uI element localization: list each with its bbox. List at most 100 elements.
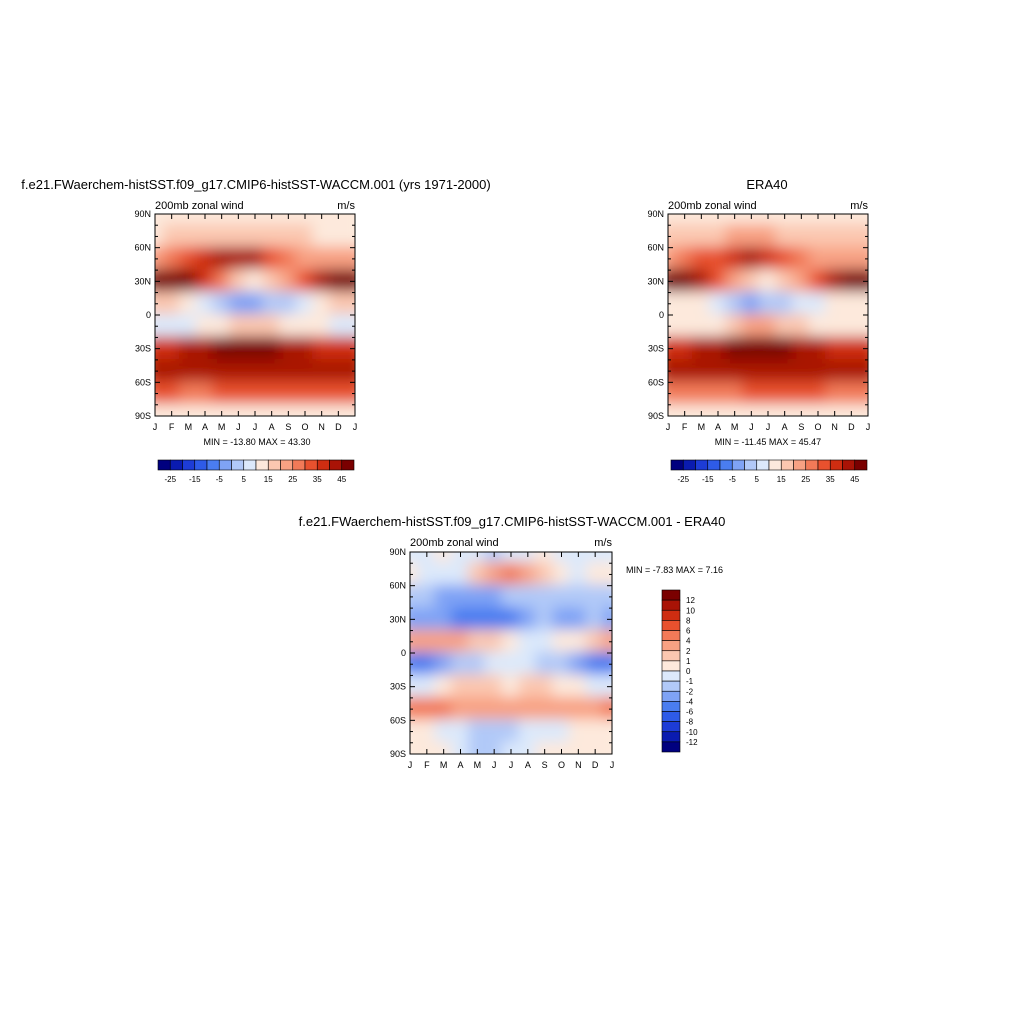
contour-cell [312, 314, 331, 339]
contour-cell [410, 552, 420, 565]
contour-cell [295, 291, 315, 316]
contour-cell [195, 224, 215, 249]
contour-cell [825, 314, 844, 339]
contour-cell [708, 381, 728, 406]
contour-cell [279, 403, 298, 416]
contour-cell [552, 584, 571, 610]
contour-cell [467, 674, 487, 699]
contour-cell [858, 224, 868, 249]
panel-model: f.e21.FWaerchem-histSST.f09_g17.CMIP6-hi… [21, 177, 490, 484]
y-tick-label: 90N [647, 209, 664, 219]
contour-cell [675, 358, 694, 384]
contour-cell [245, 224, 265, 249]
colorbar-swatch [661, 741, 681, 753]
contour-cell [775, 314, 794, 339]
contour-cell [195, 381, 215, 406]
contour-cell [742, 214, 761, 227]
panel-model-stats: MIN = -13.80 MAX = 43.30 [203, 437, 310, 447]
contour-cell [808, 358, 828, 384]
contour-cell [692, 381, 711, 406]
colorbar-swatch [829, 459, 843, 471]
contour-cell [535, 629, 555, 654]
contour-cell [708, 224, 728, 249]
contour-cell [195, 214, 215, 227]
colorbar-label: -8 [686, 718, 694, 727]
contour-cell [162, 269, 181, 294]
contour-cell [245, 314, 265, 339]
contour-cell [329, 246, 348, 272]
contour-cell [668, 224, 678, 249]
contour-cell [825, 291, 844, 316]
contour-cell [179, 381, 198, 406]
contour-cell [552, 552, 571, 565]
x-tick-label: J [236, 422, 241, 432]
x-tick-label: A [715, 422, 721, 432]
contour-cell [179, 291, 198, 316]
contour-cell [262, 291, 281, 316]
contour-cell [345, 358, 355, 384]
contour-cell [758, 314, 778, 339]
contour-cell [451, 562, 470, 587]
colorbar-label: -6 [686, 708, 694, 717]
contour-cell [467, 562, 487, 587]
contour-cell [162, 314, 181, 339]
panel-model-field [155, 214, 355, 416]
contour-cell [775, 246, 794, 272]
colorbar-swatch [206, 459, 220, 471]
contour-cell [501, 552, 521, 565]
contour-cell [295, 224, 315, 249]
colorbar-swatch [805, 459, 819, 471]
contour-cell [742, 336, 761, 361]
contour-cell [725, 214, 744, 227]
contour-cell [725, 403, 744, 416]
colorbar-label: 5 [755, 475, 760, 484]
contour-cell [792, 291, 811, 316]
x-tick-label: O [301, 422, 308, 432]
colorbar-label: 45 [850, 475, 859, 484]
x-tick-label: F [682, 422, 688, 432]
x-tick-label: F [424, 760, 430, 770]
contour-cell [668, 246, 678, 272]
contour-cell [758, 403, 778, 416]
contour-cell [195, 269, 215, 294]
contour-cell [484, 607, 504, 632]
contour-cell [602, 562, 612, 587]
panel-model-title: f.e21.FWaerchem-histSST.f09_g17.CMIP6-hi… [21, 177, 490, 192]
contour-cell [484, 562, 504, 587]
contour-cell [825, 224, 844, 249]
colorbar-swatch [157, 459, 171, 471]
colorbar-swatch [267, 459, 281, 471]
contour-cell [262, 381, 281, 406]
colorbar-swatch [182, 459, 196, 471]
colorbar-label: 25 [288, 475, 297, 484]
x-tick-label: J [509, 760, 514, 770]
contour-cell [758, 269, 778, 294]
contour-cell [451, 696, 470, 722]
contour-cell [329, 291, 348, 316]
contour-cell [858, 246, 868, 272]
colorbar-swatch [707, 459, 721, 471]
contour-cell [410, 652, 420, 677]
contour-cell [345, 403, 355, 416]
contour-cell [585, 652, 605, 677]
contour-cell [484, 719, 504, 744]
contour-cell [262, 224, 281, 249]
contour-cell [451, 584, 470, 610]
panel-difference-right-label: m/s [594, 537, 612, 549]
contour-cell [552, 562, 571, 587]
panel-model-right-label: m/s [337, 200, 355, 212]
contour-cell [518, 629, 538, 654]
contour-cell [585, 696, 605, 722]
contour-cell [675, 246, 694, 272]
contour-cell [179, 214, 198, 227]
contour-cell [245, 214, 265, 227]
contour-cell [692, 269, 711, 294]
x-tick-label: A [457, 760, 463, 770]
colorbar-swatch [243, 459, 257, 471]
contour-cell [279, 314, 298, 339]
contour-cell [708, 358, 728, 384]
contour-cell [602, 552, 612, 565]
contour-cell [742, 381, 761, 406]
